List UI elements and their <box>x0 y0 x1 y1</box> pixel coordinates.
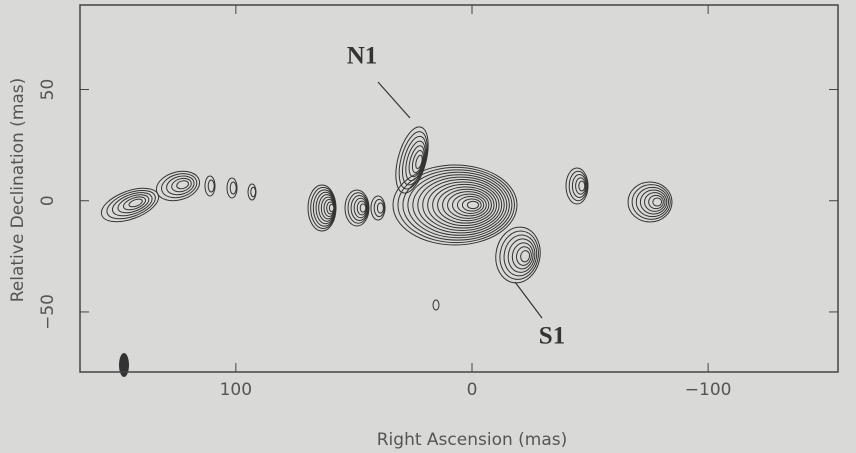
y-tick-label: −50 <box>38 294 58 330</box>
beam <box>119 353 129 377</box>
annotation: S1 <box>539 323 565 350</box>
y-tick-label: 50 <box>38 79 58 101</box>
y-tick-label: 0 <box>38 195 58 206</box>
x-tick-label: −100 <box>685 380 732 400</box>
x-tick-label: 100 <box>220 380 252 400</box>
x-tick-label: 0 <box>467 380 478 400</box>
y-axis-label: Relative Declination (mas) <box>8 78 28 303</box>
annotation: N1 <box>347 43 378 70</box>
x-axis-label: Right Ascension (mas) <box>377 430 568 450</box>
figure: Right Ascension (mas) Relative Declinati… <box>0 0 856 453</box>
